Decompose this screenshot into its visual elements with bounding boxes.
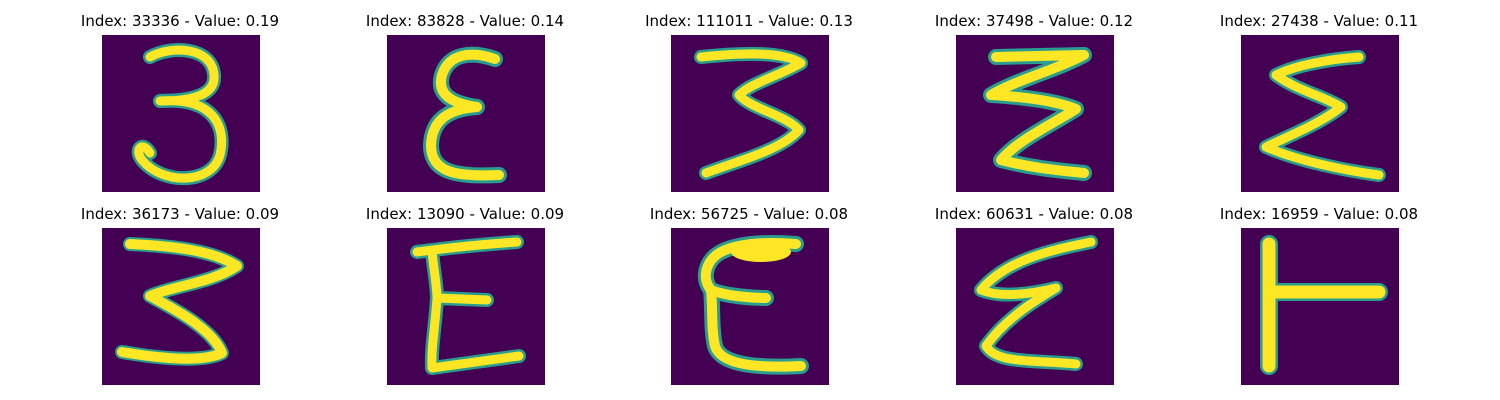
digit-image [956,35,1114,192]
digit-image [387,35,545,192]
digit-image [671,228,829,385]
glyph-e-image [387,35,545,192]
glyph-sigma-image [1241,35,1399,192]
panel-6: Index: 36173 - Value: 0.09 [80,205,280,385]
panel-title: Index: 33336 - Value: 0.19 [80,12,280,30]
panel-10: Index: 16959 - Value: 0.08 [1219,205,1419,385]
glyph-e-image [671,228,829,385]
panel-title: Index: 37498 - Value: 0.12 [934,12,1134,30]
glyph-3-image [102,228,260,385]
panel-8: Index: 56725 - Value: 0.08 [649,205,849,385]
panel-title: Index: 60631 - Value: 0.08 [934,205,1134,223]
digit-image [102,228,260,385]
panel-7: Index: 13090 - Value: 0.09 [365,205,565,385]
panel-title: Index: 111011 - Value: 0.13 [645,12,853,30]
panel-2: Index: 83828 - Value: 0.14 [365,12,565,192]
panel-title: Index: 16959 - Value: 0.08 [1219,205,1419,223]
panel-title: Index: 27438 - Value: 0.11 [1219,12,1419,30]
glyph-3-image [102,35,260,192]
glyph-e-image [956,228,1114,385]
panel-title: Index: 13090 - Value: 0.09 [365,205,565,223]
digit-image [387,228,545,385]
digit-image [956,228,1114,385]
glyph-3-image [956,35,1114,192]
panel-title: Index: 56725 - Value: 0.08 [649,205,849,223]
panel-1: Index: 33336 - Value: 0.19 [80,12,280,192]
digit-image [102,35,260,192]
panel-title: Index: 36173 - Value: 0.09 [80,205,280,223]
digit-image [1241,228,1399,385]
panel-3: Index: 111011 - Value: 0.13 [645,12,853,192]
panel-title: Index: 83828 - Value: 0.14 [365,12,565,30]
digit-image [1241,35,1399,192]
glyph-t-image [1241,228,1399,385]
panel-9: Index: 60631 - Value: 0.08 [934,205,1134,385]
glyph-e-image [387,228,545,385]
panel-4: Index: 37498 - Value: 0.12 [934,12,1134,192]
glyph-3-image [671,35,829,192]
digit-image [671,35,829,192]
panel-5: Index: 27438 - Value: 0.11 [1219,12,1419,192]
